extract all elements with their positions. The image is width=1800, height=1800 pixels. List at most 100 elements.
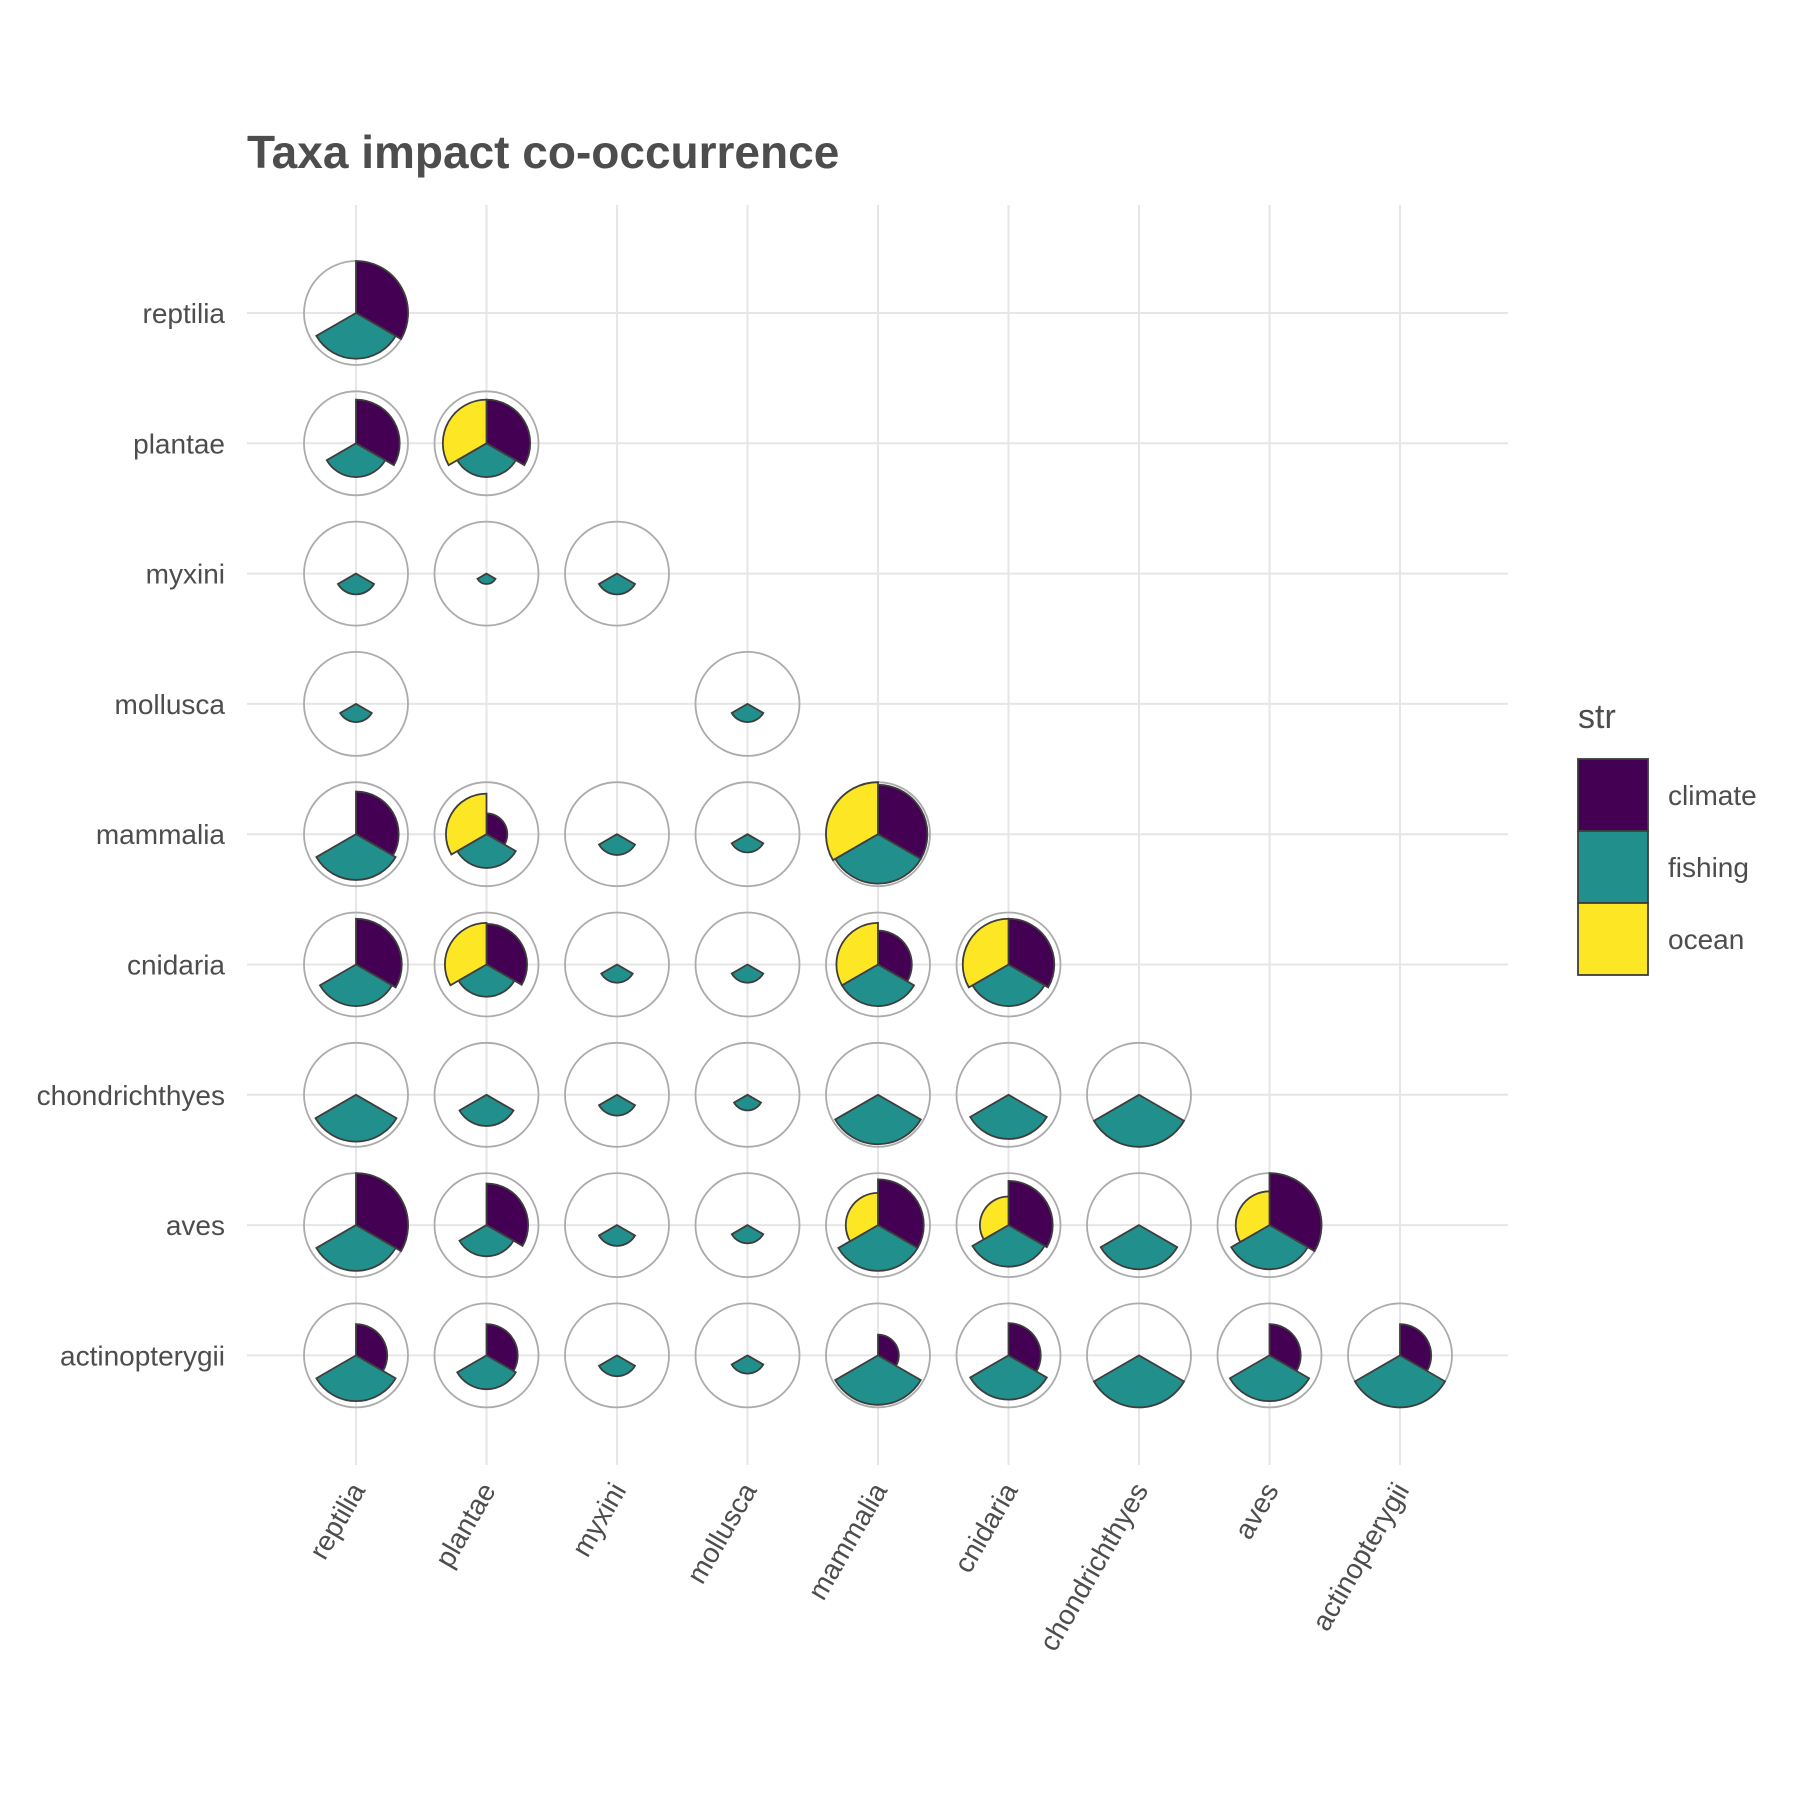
pie-cell-aves-reptilia — [303, 1172, 409, 1278]
y-tick-label-reptilia: reptilia — [143, 298, 226, 329]
pie-slice-fishing — [840, 963, 916, 1007]
pie-cell-actinopterygii-plantae — [433, 1302, 540, 1409]
pie-outline — [955, 911, 1062, 1018]
pie-slice-fishing — [833, 1093, 923, 1146]
pie-slice-fishing — [476, 572, 497, 585]
pie-cell-myxini-reptilia — [303, 520, 409, 627]
pie-slice-ocean — [979, 1195, 1010, 1241]
pie-slice-fishing — [318, 963, 394, 1007]
pie-cell-mammalia-plantae — [433, 781, 540, 888]
pie-outline — [433, 390, 540, 497]
pie-cell-aves-chondrichthyes — [1086, 1172, 1192, 1278]
pie-cell-actinopterygii-myxini — [564, 1302, 670, 1409]
pie-slice-fishing — [455, 442, 518, 478]
pie-cell-chondrichthyes-chondrichthyes — [1086, 1041, 1192, 1148]
pie-outline — [433, 1172, 540, 1278]
pie-slice-fishing — [325, 442, 387, 478]
pie-slice-fishing — [1092, 1093, 1186, 1148]
pie-outline — [303, 781, 409, 888]
pie-outline — [825, 1041, 931, 1148]
pie-outline — [303, 390, 409, 497]
pie-cell-actinopterygii-chondrichthyes — [1086, 1302, 1192, 1409]
legend-label-fishing: fishing — [1668, 852, 1749, 883]
legend-key-climate — [1577, 758, 1649, 832]
pie-slice-fishing — [597, 833, 637, 856]
legend-label-climate: climate — [1668, 780, 1757, 811]
pie-slice-fishing — [597, 1354, 637, 1378]
pie-cell-chondrichthyes-reptilia — [303, 1041, 409, 1148]
pie-cell-aves-mammalia — [825, 1172, 931, 1278]
pie-cells — [303, 260, 1453, 1409]
pie-cell-plantae-reptilia — [303, 390, 409, 497]
pie-slice-fishing — [455, 1354, 518, 1391]
pie-slice-fishing — [968, 1093, 1049, 1140]
pie-cell-mollusca-reptilia — [303, 651, 409, 757]
pie-slice-ocean — [445, 792, 488, 856]
pie-cell-plantae-plantae — [433, 390, 540, 497]
pie-slice-fishing — [457, 963, 516, 998]
pie-outline — [303, 520, 409, 627]
pie-slice-fishing — [458, 1093, 515, 1127]
pie-cell-mollusca-mollusca — [694, 651, 801, 757]
pie-slice-fishing — [455, 833, 518, 869]
pie-outline — [433, 1041, 540, 1148]
pie-cell-mammalia-myxini — [564, 781, 670, 888]
pie-cell-myxini-plantae — [433, 520, 540, 627]
pie-slice-fishing — [971, 963, 1046, 1007]
pie-cell-chondrichthyes-cnidaria — [955, 1041, 1062, 1148]
pie-cell-aves-mollusca — [694, 1172, 801, 1278]
pie-outline — [433, 520, 540, 627]
pie-outline — [955, 1041, 1062, 1148]
pie-cell-chondrichthyes-mammalia — [825, 1041, 931, 1148]
pie-cell-cnidaria-mollusca — [694, 911, 801, 1018]
pie-slice-fishing — [597, 1224, 637, 1247]
pie-slice-ocean — [1234, 1190, 1271, 1244]
pie-cell-myxini-myxini — [564, 520, 670, 627]
pie-slice-fishing — [968, 1354, 1049, 1401]
pie-cell-aves-plantae — [433, 1172, 540, 1278]
pie-outline — [303, 1041, 409, 1148]
pie-cell-cnidaria-mammalia — [825, 911, 931, 1018]
pie-cell-actinopterygii-mammalia — [825, 1302, 931, 1409]
pie-cell-chondrichthyes-mollusca — [694, 1041, 801, 1148]
pie-slice-fishing — [730, 1224, 765, 1245]
pie-outline — [955, 1172, 1062, 1278]
pie-slice-fishing — [315, 311, 397, 360]
pie-slice-ocean — [961, 917, 1010, 989]
pie-outline — [564, 1302, 670, 1409]
pie-slice-fishing — [1353, 1354, 1447, 1409]
pie-slice-fishing — [730, 1354, 765, 1375]
legend-title: str — [1578, 698, 1616, 736]
y-tick-label-chondrichthyes: chondrichthyes — [37, 1080, 225, 1111]
pie-outline — [303, 1302, 409, 1409]
pie-slice-ocean — [441, 398, 488, 467]
pie-outline — [694, 1041, 801, 1148]
pie-cell-actinopterygii-actinopterygii — [1347, 1302, 1453, 1409]
pie-outline — [564, 1041, 670, 1148]
pie-cell-chondrichthyes-myxini — [564, 1041, 670, 1148]
pie-outline — [1216, 1302, 1323, 1409]
pie-slice-fishing — [315, 1224, 397, 1272]
pie-cell-cnidaria-myxini — [564, 911, 670, 1018]
pie-cell-actinopterygii-mollusca — [694, 1302, 801, 1409]
pie-cell-actinopterygii-reptilia — [303, 1302, 409, 1409]
pie-outline — [564, 911, 670, 1018]
pie-outline — [825, 911, 931, 1018]
legend: str climate fishing ocean — [1577, 698, 1757, 976]
pie-slice-fishing — [730, 702, 765, 723]
pie-outline — [694, 1172, 801, 1278]
y-tick-label-actinopterygii: actinopterygii — [60, 1340, 225, 1371]
pie-cell-mammalia-mammalia — [825, 781, 931, 888]
y-tick-label-mammalia: mammalia — [96, 819, 226, 850]
pie-cell-cnidaria-reptilia — [303, 911, 409, 1018]
pie-slice-fishing — [600, 963, 634, 984]
pie-cell-actinopterygii-cnidaria — [955, 1302, 1062, 1409]
pie-slice-fishing — [1229, 1224, 1310, 1271]
pie-outline — [825, 1172, 931, 1278]
y-tick-label-cnidaria: cnidaria — [127, 950, 225, 981]
pie-slice-ocean — [825, 781, 879, 862]
pie-outline — [564, 1172, 670, 1278]
y-tick-label-aves: aves — [166, 1210, 225, 1241]
